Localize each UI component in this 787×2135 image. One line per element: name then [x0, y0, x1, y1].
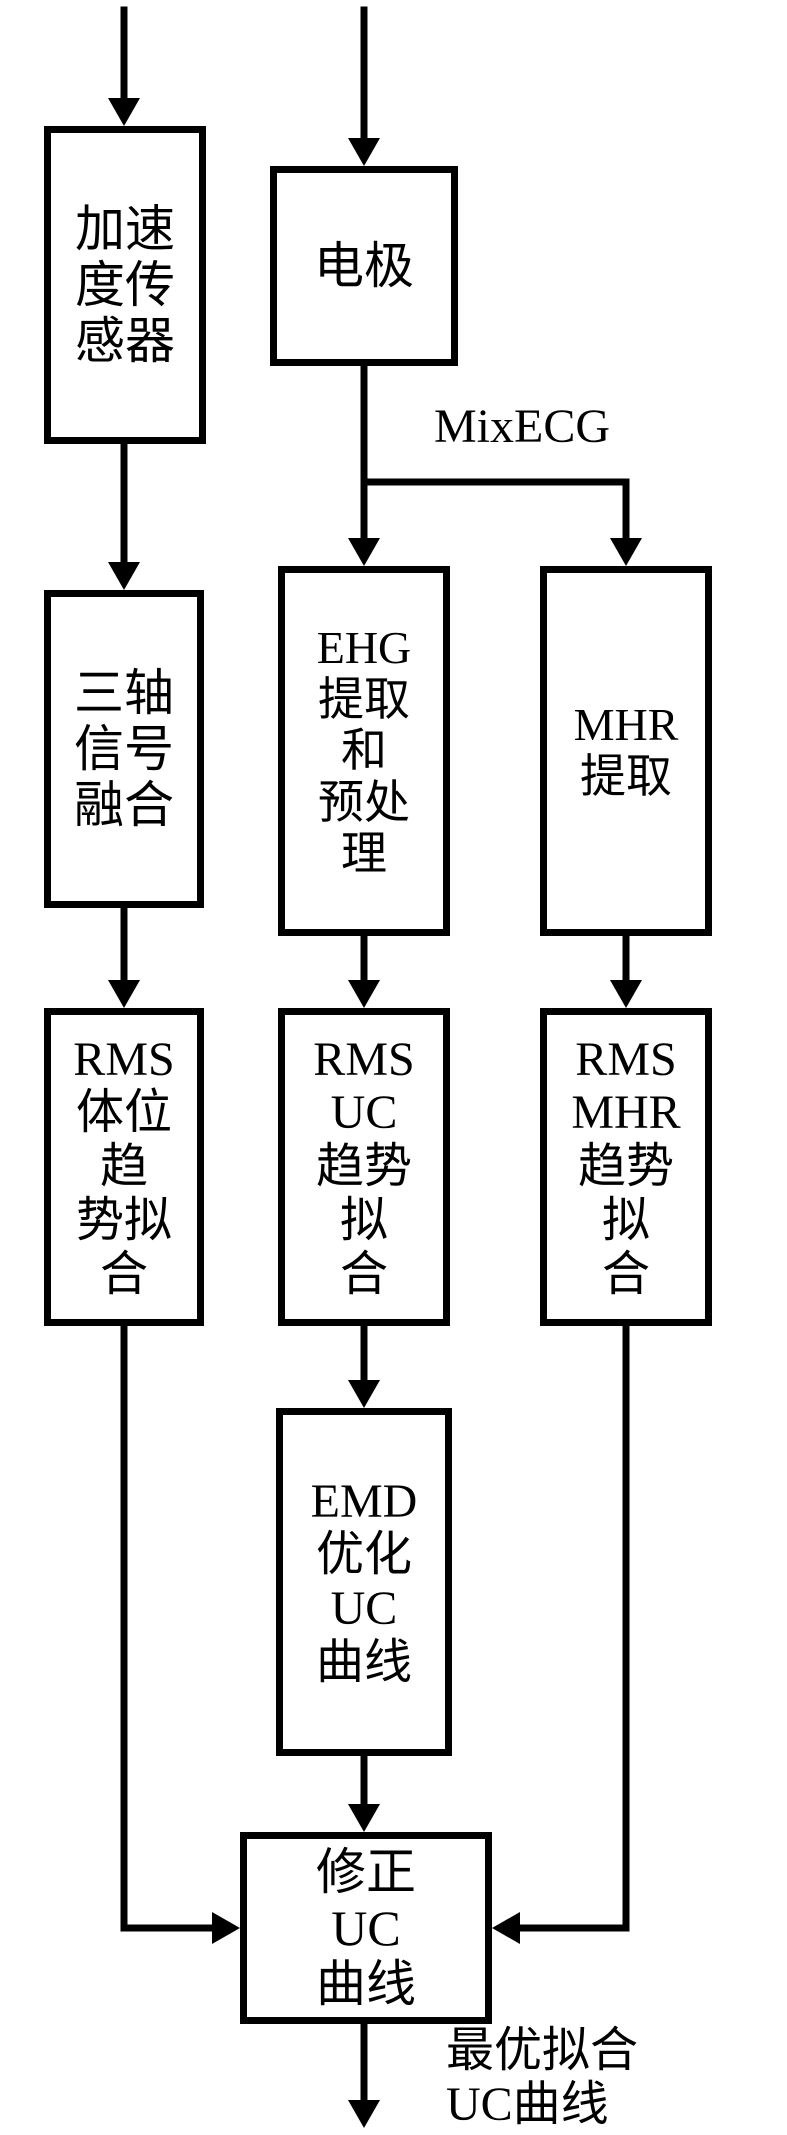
- node-ehg-extract-label: EHG提取和预处理: [299, 622, 429, 880]
- node-rms-mhr-label: RMSMHR趋势拟合: [561, 1033, 691, 1302]
- node-fix-uc-label: 修正UC曲线: [316, 1844, 416, 2012]
- label-output-line1: 最优拟合: [446, 2024, 638, 2078]
- node-fix-uc: 修正UC曲线: [240, 1832, 492, 2024]
- node-triaxial-fusion-label: 三轴信号融合: [74, 665, 174, 833]
- node-accel-sensor-label: 加速度传感器: [75, 201, 175, 369]
- node-rms-body-label: RMS体位趋势拟合: [65, 1033, 183, 1302]
- node-mhr-extract: MHR提取: [540, 566, 712, 936]
- node-emd-opt-label: EMD优化UC曲线: [311, 1475, 418, 1690]
- node-emd-opt: EMD优化UC曲线: [276, 1408, 452, 1756]
- node-rms-body: RMS体位趋势拟合: [44, 1008, 204, 1326]
- node-rms-mhr: RMSMHR趋势拟合: [540, 1008, 712, 1326]
- node-rms-uc: RMSUC趋势拟合: [278, 1008, 450, 1326]
- node-mhr-extract-label: MHR提取: [574, 699, 679, 802]
- node-electrode-label: 电极: [314, 238, 414, 294]
- label-output-line2: UC曲线: [446, 2078, 609, 2132]
- node-electrode: 电极: [270, 166, 458, 366]
- node-accel-sensor: 加速度传感器: [44, 126, 206, 444]
- label-mixecg: MixECG: [434, 400, 610, 454]
- node-ehg-extract: EHG提取和预处理: [278, 566, 450, 936]
- node-rms-uc-label: RMSUC趋势拟合: [299, 1033, 429, 1302]
- node-triaxial-fusion: 三轴信号融合: [44, 590, 204, 908]
